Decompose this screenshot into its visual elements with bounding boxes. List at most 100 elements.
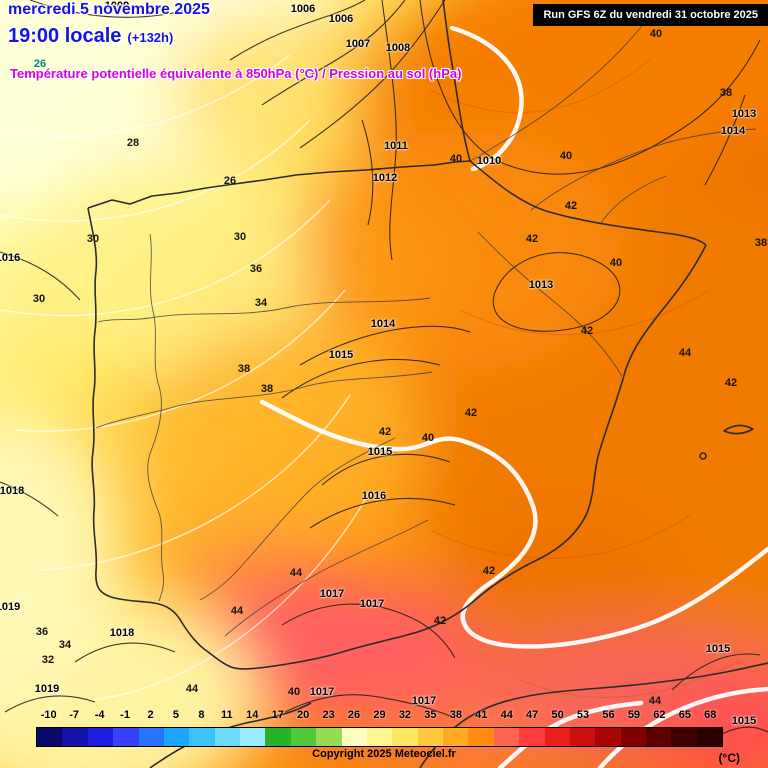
temperature-label: 34: [254, 297, 268, 309]
colorbar-cell: [341, 728, 367, 746]
colorbar-cell: [189, 728, 215, 746]
colorbar-tick: 38: [449, 709, 462, 721]
pressure-label: 1009: [104, 0, 130, 12]
temperature-label: 38: [260, 383, 274, 395]
colorbar-cell: [214, 728, 240, 746]
colorbar-cell: [290, 728, 317, 746]
pressure-label: 1006: [328, 13, 354, 25]
colorbar-cell: [316, 728, 342, 746]
colorbar-tick: 41: [475, 709, 488, 721]
pressure-label: 1019: [0, 601, 21, 613]
pressure-label: 1017: [319, 588, 345, 600]
colorbar-tick: 11: [221, 709, 233, 721]
copyright-label: Copyright 2025 Meteociel.fr: [312, 748, 456, 760]
colorbar-cell: [417, 728, 443, 746]
theta-e-contours-light: [0, 54, 366, 701]
temperature-label: 38: [754, 237, 768, 249]
colorbar-cell: [37, 728, 63, 746]
pressure-label: 1019: [34, 683, 60, 695]
run-info-badge: Run GFS 6Z du vendredi 31 octobre 2025: [533, 4, 768, 26]
pressure-label: 1006: [290, 3, 316, 15]
colorbar-cell: [671, 728, 697, 746]
pressure-label: 1018: [109, 627, 135, 639]
date-label: mercredi 5 novembre 2025: [8, 1, 210, 18]
bold-white-contours: [259, 25, 768, 768]
temperature-label: 42: [525, 233, 539, 245]
coastline: [87, 0, 768, 768]
colorbar-tick: 5: [172, 709, 179, 721]
temperature-label: 28: [126, 137, 140, 149]
temperature-label: 42: [378, 426, 392, 438]
colorbar-tick: 68: [704, 709, 717, 721]
colorbar-cell: [392, 728, 418, 746]
pressure-label: 1016: [0, 252, 21, 264]
pressure-label: 1011: [384, 140, 408, 152]
temperature-label: 32: [41, 654, 55, 666]
temperature-label: 40: [287, 686, 301, 698]
temperature-label: 26: [33, 58, 47, 70]
pressure-label: 1015: [705, 643, 731, 655]
pressure-label: 1014: [720, 125, 746, 137]
temperature-label: 44: [678, 347, 692, 359]
pressure-label: 1015: [731, 715, 757, 727]
colorbar-cell: [240, 728, 266, 746]
temperature-label: 26: [223, 175, 237, 187]
colorbar-tick: 47: [526, 709, 539, 721]
colorbar-tick: 62: [653, 709, 666, 721]
pressure-label: 1012: [372, 172, 398, 184]
time-row: 19:00 locale (+132h): [8, 25, 173, 48]
colorbar-cell: [113, 728, 139, 746]
temperature-label: 42: [724, 377, 738, 389]
colorbar-tick: 17: [271, 709, 284, 721]
temperature-label: 42: [464, 407, 478, 419]
temperature-label: 44: [289, 567, 303, 579]
pressure-label: 1017: [359, 598, 385, 610]
colorbar-tick: 32: [398, 709, 412, 721]
temperature-label: 40: [649, 28, 663, 40]
colorbar-cell: [138, 728, 164, 746]
colorbar-tick: 53: [576, 709, 590, 721]
colorbar-tick: -1: [120, 709, 130, 721]
colorbar-cell: [519, 728, 545, 746]
temperature-label: 40: [559, 150, 573, 162]
colorbar-cell: [443, 728, 469, 746]
colorbar-cell: [595, 728, 621, 746]
pressure-label: 1017: [411, 695, 437, 707]
pressure-label: 1018: [0, 485, 25, 497]
colorbar-cell: [163, 728, 190, 746]
colorbar-cell: [696, 728, 723, 746]
colorbar-tick: 65: [678, 709, 691, 721]
pressure-label: 1016: [361, 490, 387, 502]
temperature-label: 40: [449, 153, 463, 165]
colorbar-tick: 50: [551, 709, 564, 721]
pressure-label: 1017: [309, 686, 335, 698]
colorbar-tick: 8: [198, 709, 205, 721]
temperature-label: 44: [185, 683, 199, 695]
temperature-label: 38: [719, 87, 733, 99]
colorbar-cell: [87, 728, 114, 746]
colorbar-tick: -7: [69, 709, 80, 721]
temperature-label: 40: [421, 432, 435, 444]
unit-label: (°C): [718, 751, 740, 765]
temperature-label: 42: [564, 200, 578, 212]
time-label: 19:00 locale: [8, 25, 122, 47]
colorbar-cell: [468, 728, 494, 746]
colorbar-tick: 29: [373, 709, 386, 721]
pressure-label: 1015: [367, 446, 393, 458]
colorbar-tick: -10: [40, 709, 57, 721]
colorbar-cell: [544, 728, 570, 746]
colorbar-tick: 44: [500, 709, 513, 721]
temperature-label: 30: [233, 231, 247, 243]
temperature-label: 44: [230, 605, 244, 617]
colorbar-cell: [265, 728, 291, 746]
temperature-label: 30: [32, 293, 46, 305]
temperature-label: 42: [580, 325, 594, 337]
colorbar-ticks: -10 -7 -4 -1 2 5 8 11 14 17 20 23 26 29 32 35 38 41 44 47 50…: [36, 709, 723, 724]
pressure-label: 1008: [385, 42, 411, 54]
colorbar-cell: [62, 728, 88, 746]
colorbar-cell: [620, 728, 646, 746]
pressure-label: 1015: [328, 349, 354, 361]
temperature-label: 42: [433, 615, 447, 627]
